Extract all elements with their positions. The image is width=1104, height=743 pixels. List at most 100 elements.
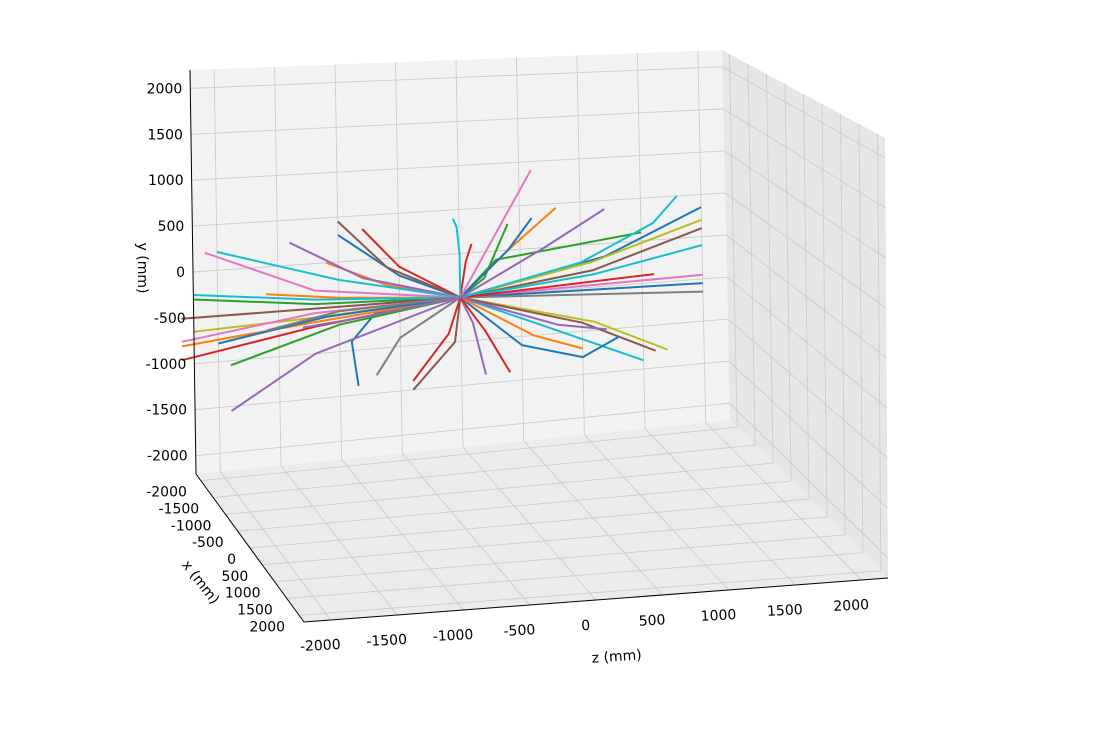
x-tick-label: 500 (222, 569, 249, 585)
y-axis-line (189, 69, 197, 475)
y-tick-label: -1000 (146, 357, 187, 373)
y-tick-label: 500 (158, 219, 185, 235)
track-line-24 (459, 296, 512, 373)
track-line-2 (460, 227, 702, 299)
z-tick-label: -2000 (300, 637, 341, 655)
z-tick-label: -1500 (366, 632, 407, 650)
z-axis-line (303, 577, 889, 623)
floor-pane (196, 420, 888, 622)
grid-line (299, 570, 881, 616)
x-tick-label: 1500 (237, 602, 273, 618)
track-line-6 (460, 290, 703, 299)
grid-line (191, 150, 725, 181)
track-line-21 (459, 243, 473, 298)
track-line-33 (289, 241, 461, 299)
grid-line (286, 552, 863, 599)
y-tick-label: 2000 (147, 81, 183, 97)
y-tick-label: 1000 (148, 173, 184, 189)
grid-line (725, 234, 887, 359)
track-line-26 (412, 297, 462, 391)
z-tick-label: -500 (503, 622, 536, 640)
x-tick-label: -2000 (146, 485, 187, 501)
z-axis-label: z (mm) (591, 647, 642, 666)
track-line-19 (459, 169, 532, 298)
y-tick-label: -2000 (147, 449, 188, 465)
grid-line (190, 66, 723, 89)
track-line-7 (460, 273, 655, 299)
x-tick-label: -500 (192, 535, 224, 551)
track-line-46 (218, 296, 461, 345)
track-line-44 (230, 296, 461, 412)
y-tick-label: -500 (154, 311, 186, 327)
tick-labels: -2000 -1500 -1000 -500 0 500 1000 1500 200020001… (146, 81, 870, 655)
track-line-39 (181, 296, 461, 320)
z-tick-label: 1000 (700, 607, 736, 625)
track-line-38 (193, 294, 461, 301)
track-line-18 (459, 217, 533, 299)
track-line-22 (451, 218, 462, 298)
grid-line (237, 480, 792, 532)
track-line-36 (204, 251, 461, 299)
x-tick-label: 2000 (249, 619, 285, 635)
track-line-30 (361, 228, 461, 299)
grid-line (225, 462, 774, 515)
track-line-25 (412, 297, 462, 382)
y-tick-label: -1500 (146, 403, 187, 419)
x-tick-label: 0 (227, 552, 236, 568)
grid-lines (190, 50, 889, 621)
grid-line (728, 360, 888, 509)
track-line-3 (460, 244, 703, 299)
track-lines (181, 169, 703, 412)
z-tick-label: 0 (581, 618, 591, 634)
grid-line (726, 276, 888, 409)
track-line-23 (459, 297, 487, 375)
grid-line (213, 444, 756, 498)
z-tick-label: 1500 (767, 602, 803, 620)
track-line-5 (460, 282, 703, 299)
grid-line (723, 150, 887, 259)
grid-line (274, 534, 845, 583)
grid-line (192, 192, 726, 227)
z-tick-label: 500 (638, 612, 666, 629)
y-axis-label: y (mm) (134, 243, 150, 294)
track-line-13 (459, 296, 620, 359)
track-line-4 (460, 273, 703, 299)
grid-line (195, 402, 730, 457)
grid-line (727, 318, 888, 459)
grid-line (723, 108, 886, 209)
grid-line (722, 66, 886, 159)
track-line-11 (460, 296, 656, 352)
right-pane (722, 50, 888, 578)
y-tick-label: 1500 (147, 127, 183, 143)
x-axis-line (195, 473, 305, 623)
x-tick-label: -1000 (171, 518, 212, 534)
x-axis-label: x (mm) (178, 558, 222, 608)
z-tick-label: 2000 (833, 597, 869, 615)
z-tick-label: -1000 (432, 627, 473, 645)
track-line-35 (216, 251, 461, 299)
grid-line (200, 426, 738, 482)
track-line-14 (459, 296, 583, 350)
track-line-12 (459, 296, 644, 362)
track-line-31 (337, 220, 461, 299)
track-line-47 (266, 296, 461, 332)
track-line-15 (460, 296, 607, 331)
grid-line (190, 108, 724, 135)
grid-line (249, 498, 810, 549)
track-line-9 (460, 195, 678, 299)
grid-line (262, 516, 827, 566)
track-line-17 (459, 223, 509, 299)
track-line-37 (193, 296, 461, 306)
track-line-20 (459, 208, 605, 299)
x-tick-label: 1000 (225, 586, 261, 602)
track-line-10 (460, 296, 669, 351)
x-tick-label: -1500 (158, 502, 199, 518)
y-tick-label: 0 (176, 265, 185, 281)
grid-line (729, 402, 889, 559)
track-line-27 (375, 296, 461, 376)
grid-line (195, 360, 729, 411)
grid-line (724, 192, 887, 309)
track-line-48 (302, 296, 461, 329)
track-line-40 (181, 296, 461, 348)
